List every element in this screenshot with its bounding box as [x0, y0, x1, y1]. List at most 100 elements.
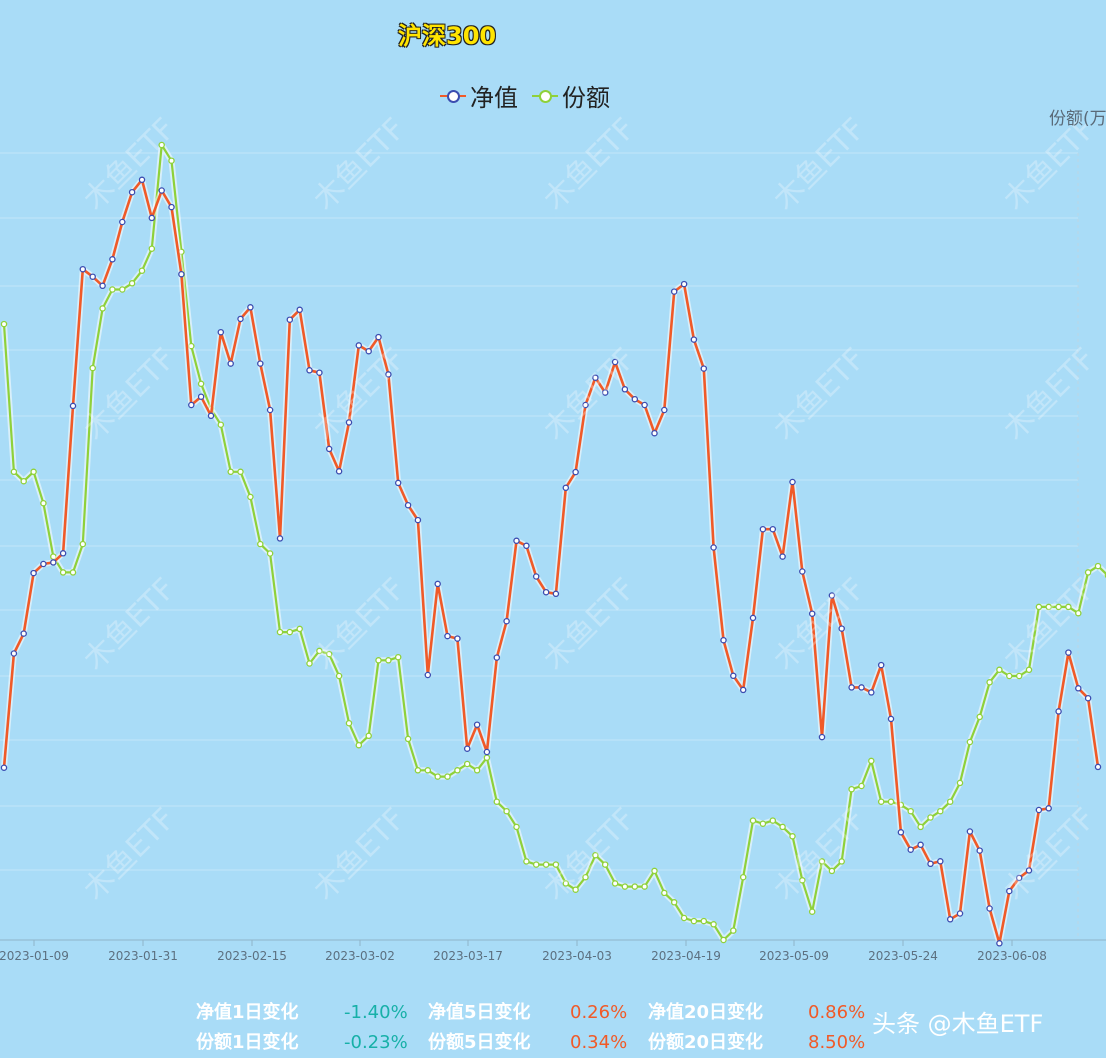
- shares-point: [966, 738, 974, 746]
- nav-point: [1045, 805, 1052, 812]
- shares-point: [631, 883, 639, 890]
- stats-row-shares: 份额1日变化 -0.23% 份额5日变化 0.34% 份额20日变化 8.50%: [196, 1028, 865, 1058]
- nav-point: [917, 841, 924, 849]
- stat-value: 0.34%: [570, 1032, 628, 1053]
- shares-point: [424, 767, 432, 774]
- legend-marker-nav: [440, 89, 466, 103]
- legend-item-nav[interactable]: 净值: [440, 78, 518, 113]
- shares-point: [414, 767, 422, 774]
- shares-point: [927, 814, 934, 821]
- shares-point: [601, 861, 609, 868]
- shares-point: [227, 468, 234, 476]
- nav-point: [158, 187, 165, 194]
- shares-point: [858, 782, 865, 790]
- shares-point: [759, 820, 767, 827]
- shares-point: [89, 364, 96, 372]
- shares-point: [532, 861, 540, 868]
- nav-point: [720, 636, 727, 644]
- shares-point: [385, 657, 392, 664]
- nav-point: [266, 406, 274, 414]
- shares-point: [394, 653, 402, 661]
- nav-point: [286, 316, 294, 323]
- nav-point: [828, 592, 836, 599]
- shares-point: [148, 245, 156, 252]
- chart-title: 沪深300: [398, 22, 497, 50]
- shares-point: [523, 858, 530, 865]
- x-tick-label: 2023-01-09: [0, 949, 69, 963]
- nav-point: [907, 846, 914, 853]
- nav-point: [335, 468, 343, 475]
- nav-point: [394, 479, 402, 487]
- shares-point: [1065, 603, 1072, 611]
- shares-point: [316, 647, 323, 655]
- nav-point: [89, 273, 96, 280]
- shares-point: [119, 286, 126, 293]
- legend-label-nav: 净值: [470, 84, 518, 112]
- nav-point: [404, 501, 412, 509]
- nav-point: [730, 672, 737, 680]
- nav-point: [996, 940, 1003, 947]
- stat-value: -1.40%: [344, 1002, 408, 1023]
- shares-point: [799, 877, 806, 884]
- legend-item-shares[interactable]: 份额: [532, 78, 610, 113]
- shares-point: [828, 867, 836, 875]
- brand-watermark: 头条 @木鱼ETF: [872, 1010, 1044, 1038]
- nav-point: [868, 689, 875, 696]
- nav-point: [355, 342, 363, 349]
- shares-point: [789, 833, 796, 840]
- shares-point: [769, 817, 777, 824]
- legend[interactable]: 净值 份额: [440, 78, 624, 113]
- shares-point: [611, 880, 619, 887]
- x-axis: 2023-01-09 2023-01-31 2023-02-15 2023-03-02…: [0, 939, 1106, 963]
- nav-point: [375, 333, 382, 341]
- stat-value: 8.50%: [808, 1032, 866, 1053]
- nav-point: [680, 280, 688, 288]
- nav-point: [749, 614, 757, 622]
- shares-point: [483, 754, 491, 761]
- nav-point: [40, 560, 47, 568]
- shares-point: [690, 917, 698, 925]
- shares-point: [513, 823, 520, 831]
- series-lines: [0, 141, 1106, 947]
- shares-point: [592, 851, 599, 859]
- shares-point: [493, 798, 501, 805]
- shares-point: [946, 798, 954, 805]
- shares-point: [0, 320, 8, 328]
- y2-axis-label: 份额(万: [1049, 109, 1106, 129]
- legend-label-shares: 份额: [562, 84, 610, 112]
- shares-point: [680, 914, 688, 922]
- nav-point: [345, 419, 353, 426]
- shares-point: [444, 773, 451, 780]
- nav-point: [611, 358, 619, 366]
- nav-point: [572, 468, 579, 476]
- shares-point: [749, 817, 757, 824]
- nav-point: [976, 847, 983, 854]
- x-tick-label: 2023-05-24: [868, 949, 938, 963]
- shares-point: [542, 861, 550, 868]
- shares-point: [99, 305, 106, 312]
- shares-point: [1094, 562, 1102, 570]
- nav-point: [897, 829, 905, 836]
- nav-point: [188, 401, 195, 409]
- x-tick-label: 2023-03-02: [325, 949, 395, 963]
- x-tick-label: 2023-01-31: [108, 949, 178, 963]
- nav-point: [227, 360, 234, 367]
- shares-point: [296, 625, 303, 633]
- shares-point: [286, 628, 294, 636]
- shares-point: [434, 773, 441, 780]
- shares-point: [30, 468, 37, 476]
- nav-point: [493, 654, 501, 661]
- nav-point: [385, 371, 392, 378]
- shares-point: [907, 807, 914, 815]
- nav-point: [1065, 649, 1072, 656]
- nav-point: [454, 635, 461, 642]
- stat-label: 净值20日变化: [648, 1002, 764, 1023]
- stat-value: -0.23%: [344, 1032, 408, 1053]
- shares-point: [1055, 603, 1062, 611]
- nav-point: [582, 401, 589, 409]
- stat-label: 份额1日变化: [196, 1032, 299, 1053]
- shares-point: [661, 889, 668, 897]
- nav-point: [710, 544, 717, 551]
- shares-point: [473, 767, 481, 774]
- nav-point: [296, 306, 303, 314]
